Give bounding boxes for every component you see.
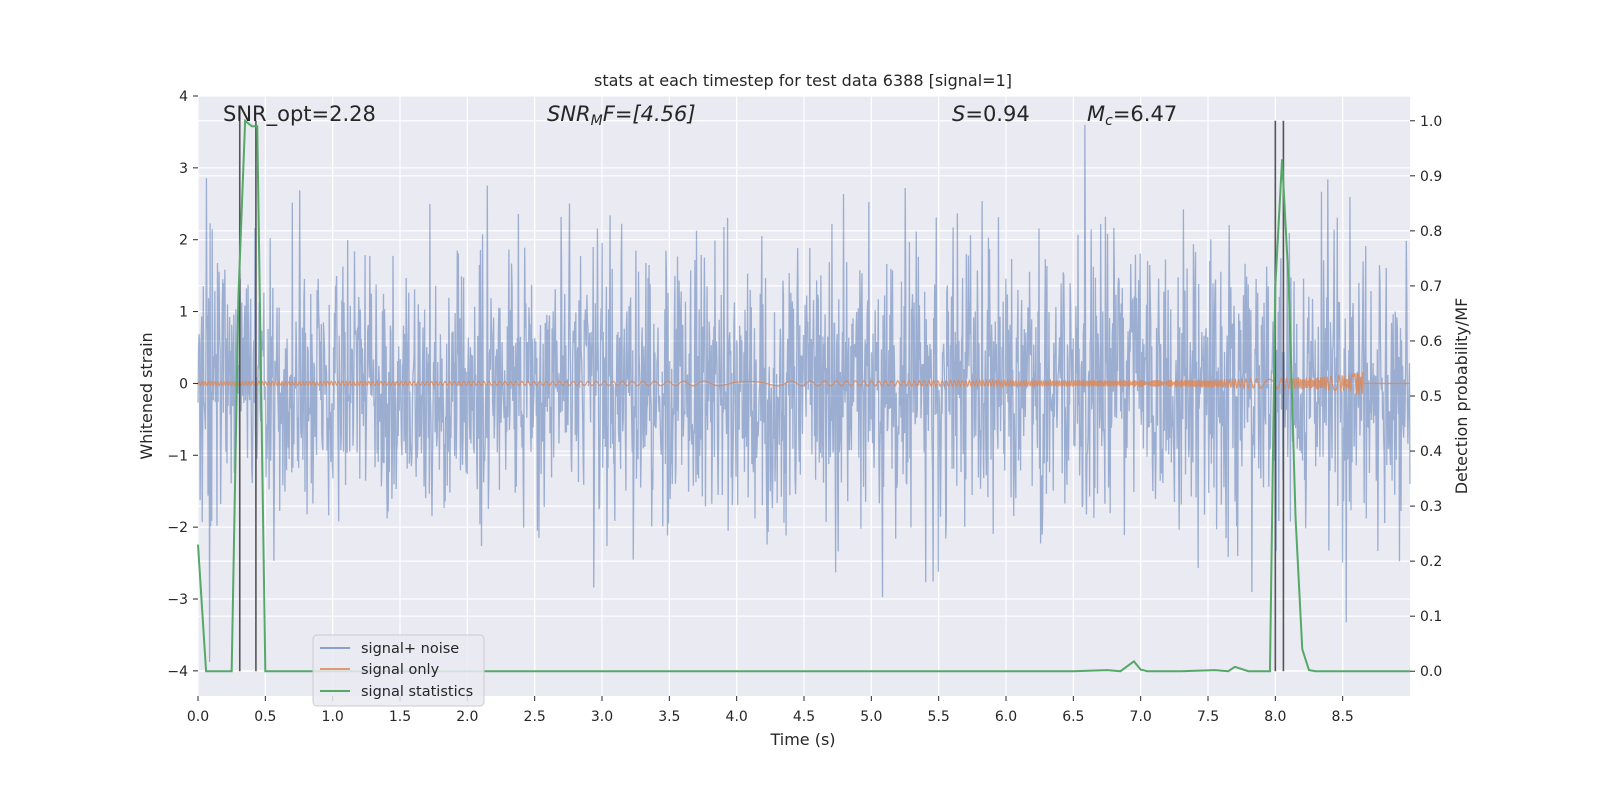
y2-tick-label: 0.7 bbox=[1420, 279, 1442, 295]
x-tick-label: 6.0 bbox=[995, 709, 1017, 725]
x-tick-label: 5.5 bbox=[928, 709, 950, 725]
annotation-snr-opt: SNR_opt=2.28 bbox=[223, 102, 376, 127]
series-signal-statistics bbox=[197, 118, 1410, 673]
legend-label-signal-statistics: signal statistics bbox=[361, 684, 473, 700]
annotation-mc: Mc=6.47 bbox=[1087, 102, 1177, 129]
annotation-snr-mf-symbol: SNR bbox=[547, 102, 591, 126]
x-tick-label: 7.5 bbox=[1197, 709, 1219, 725]
data-layer bbox=[197, 118, 1411, 673]
y2-tick-label: 0.3 bbox=[1420, 499, 1442, 515]
grid bbox=[197, 95, 1410, 696]
series-signal-only bbox=[197, 371, 1410, 395]
y2-tick-label: 1.0 bbox=[1420, 114, 1442, 130]
x-tick-label: 0.0 bbox=[187, 709, 209, 725]
y2-tick-label: 0.4 bbox=[1420, 444, 1442, 460]
x-tick-label: 4.5 bbox=[793, 709, 815, 725]
x-tick-label: 8.5 bbox=[1332, 709, 1354, 725]
y2-tick-label: 0.1 bbox=[1420, 609, 1442, 625]
y-tick-label: −1 bbox=[167, 448, 188, 464]
x-tick-label: 3.0 bbox=[591, 709, 613, 725]
x-tick-label: 2.5 bbox=[524, 709, 546, 725]
annotation-s-rest: =0.94 bbox=[965, 102, 1029, 126]
annotation-s: S=0.94 bbox=[952, 102, 1030, 126]
legend-label-signal-noise: signal+ noise bbox=[361, 641, 459, 657]
y2-ticks: 1.0 0.9 0.8 0.7 0.6 0.5 0.4 0.3 0.2 0.1 0.0 bbox=[1410, 114, 1442, 680]
annotation-mc-rest: =6.47 bbox=[1113, 102, 1177, 126]
x-tick-label: 7.0 bbox=[1130, 709, 1152, 725]
y2-tick-label: 0.5 bbox=[1420, 389, 1442, 405]
chart-title: stats at each timestep for test data 638… bbox=[594, 71, 1012, 90]
x-ticks: 0.0 0.5 1.0 1.5 2.0 2.5 3.0 3.5 4.0 4.5 5.0 5.5 6.0 6… bbox=[187, 696, 1354, 725]
x-axis-label: Time (s) bbox=[769, 730, 835, 749]
y-tick-label: 3 bbox=[179, 161, 188, 177]
y2-tick-label: 0.2 bbox=[1420, 554, 1442, 570]
y-tick-label: 1 bbox=[179, 305, 188, 321]
annotation-snr-mf: SNRMF=[4.56] bbox=[547, 102, 696, 129]
x-tick-label: 3.5 bbox=[658, 709, 680, 725]
y2-tick-label: 0.0 bbox=[1420, 664, 1442, 680]
annotation-snr-mf-subscript: M bbox=[591, 113, 603, 129]
series-signal-noise bbox=[197, 124, 1411, 662]
legend-box bbox=[312, 634, 485, 707]
y-tick-label: −2 bbox=[167, 520, 188, 536]
y-tick-label: −4 bbox=[167, 664, 188, 680]
x-tick-label: 6.5 bbox=[1062, 709, 1084, 725]
y-tick-label: 2 bbox=[179, 233, 188, 249]
x-tick-label: 1.5 bbox=[389, 709, 411, 725]
x-tick-label: 8.0 bbox=[1264, 709, 1286, 725]
y-tick-label: 4 bbox=[179, 89, 188, 105]
y2-tick-label: 0.8 bbox=[1420, 224, 1442, 240]
y2-tick-label: 0.9 bbox=[1420, 169, 1442, 185]
x-tick-label: 0.5 bbox=[254, 709, 276, 725]
y-ticks: 4 3 2 1 0 −1 −2 −3 −4 bbox=[167, 89, 198, 680]
x-tick-label: 1.0 bbox=[322, 709, 344, 725]
y-axis-label: Whitened strain bbox=[137, 332, 156, 459]
annotation-mc-subscript: c bbox=[1105, 113, 1113, 129]
annotation-mc-symbol: M bbox=[1087, 102, 1105, 126]
legend: signal+ noise signal only signal statist… bbox=[312, 634, 485, 707]
y-tick-label: −3 bbox=[167, 592, 188, 608]
annotation-snr-mf-rest: F=[4.56] bbox=[603, 102, 696, 126]
annotations: SNR_opt=2.28 SNRMF=[4.56] S=0.94 Mc=6.47 bbox=[223, 102, 1177, 129]
x-tick-label: 5.0 bbox=[860, 709, 882, 725]
x-tick-label: 4.0 bbox=[726, 709, 748, 725]
annotation-s-symbol: S bbox=[952, 102, 965, 126]
y2-tick-label: 0.6 bbox=[1420, 334, 1442, 350]
legend-label-signal-only: signal only bbox=[361, 662, 440, 678]
x-tick-label: 2.0 bbox=[456, 709, 478, 725]
y2-axis-label: Detection probability/MF bbox=[1452, 298, 1471, 495]
y-tick-label: 0 bbox=[179, 376, 188, 392]
